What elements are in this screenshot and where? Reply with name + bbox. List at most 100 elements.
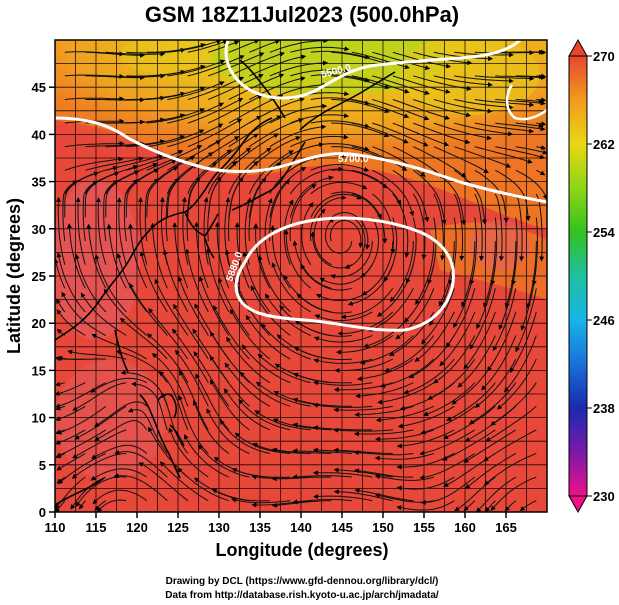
streamline (313, 380, 373, 386)
streamline (198, 276, 230, 336)
streamline (351, 122, 409, 144)
streamline (377, 382, 435, 405)
streamline (228, 160, 259, 218)
streamline (114, 449, 168, 478)
streamline (474, 75, 535, 82)
streamline (85, 51, 145, 58)
streamline (248, 136, 301, 171)
streamline (91, 333, 148, 360)
streamline (331, 51, 390, 66)
streamline (413, 99, 472, 118)
streamline (312, 470, 373, 478)
streamline (515, 193, 525, 262)
streamline (64, 96, 125, 102)
streamline (536, 169, 546, 176)
streamline (172, 328, 209, 383)
streamline (238, 399, 291, 431)
streamline (309, 195, 347, 242)
streamline (443, 405, 496, 440)
streamline (454, 122, 514, 137)
y-axis: 0 5 10 15 20 25 30 35 40 45 (32, 80, 55, 520)
streamline (126, 149, 184, 171)
warm-patch-east (470, 220, 530, 270)
streamline (57, 453, 107, 485)
streamline (487, 311, 517, 372)
streamline (292, 499, 352, 505)
grid-lines (55, 40, 547, 512)
streamline (536, 145, 547, 151)
streamline (208, 73, 264, 100)
x-tick-label: 130 (208, 520, 230, 535)
streamline (313, 493, 373, 502)
streamline (351, 193, 388, 244)
streamline (131, 381, 168, 431)
y-tick-label: 5 (39, 458, 46, 473)
streamline (208, 95, 263, 124)
streamline (333, 427, 393, 433)
streamline (290, 46, 350, 53)
streamline (495, 99, 546, 106)
streamline (397, 405, 455, 429)
x-tick-label: 110 (45, 520, 66, 535)
streamline (74, 405, 127, 440)
streamline (56, 298, 66, 313)
streamline (324, 217, 353, 254)
streamline (255, 381, 311, 407)
streamline (353, 429, 414, 437)
streamline (515, 122, 544, 129)
streamline (139, 251, 168, 313)
streamline (331, 122, 390, 138)
streamline (64, 156, 124, 171)
streamline (336, 335, 394, 355)
streamline (314, 311, 373, 322)
streamline (138, 462, 189, 502)
streamline (361, 241, 394, 296)
streamline (224, 362, 271, 407)
streamline (187, 76, 245, 100)
streamline (167, 140, 221, 171)
streamline (372, 51, 431, 70)
streamline (249, 97, 305, 124)
streamline (167, 40, 222, 53)
streamline (74, 253, 107, 313)
streamline (484, 500, 496, 512)
streamline (128, 223, 148, 289)
streamline (468, 382, 517, 425)
streamline (166, 163, 198, 218)
streamline (252, 442, 311, 454)
streamline (168, 427, 209, 478)
streamline (66, 223, 86, 289)
streamline (392, 122, 450, 147)
x-tick-label: 135 (249, 520, 271, 535)
streamline (103, 180, 119, 242)
streamline (463, 429, 517, 463)
streamline (151, 353, 189, 407)
contour-5880 (234, 216, 455, 332)
streamline (55, 258, 66, 289)
streamline (441, 429, 496, 461)
streamlines (55, 40, 547, 512)
streamline (261, 323, 311, 360)
streamline (250, 285, 291, 336)
streamline (125, 168, 160, 218)
streamline (184, 434, 230, 478)
streamline (241, 344, 291, 384)
streamline (126, 113, 186, 124)
streamline (515, 288, 537, 353)
streamline (254, 410, 311, 431)
streamline (457, 335, 496, 388)
streamline (511, 217, 518, 286)
streamline (495, 75, 546, 81)
streamline (205, 248, 230, 313)
streamline (127, 407, 168, 454)
colorbar-body (568, 55, 588, 497)
streamline (103, 288, 148, 336)
streamline (146, 43, 206, 53)
streamline (313, 208, 332, 266)
streamline (310, 181, 368, 195)
streamline (481, 335, 517, 391)
streamline (310, 231, 353, 269)
streamline (126, 135, 186, 148)
streamline (476, 476, 517, 512)
streamline (159, 461, 209, 502)
